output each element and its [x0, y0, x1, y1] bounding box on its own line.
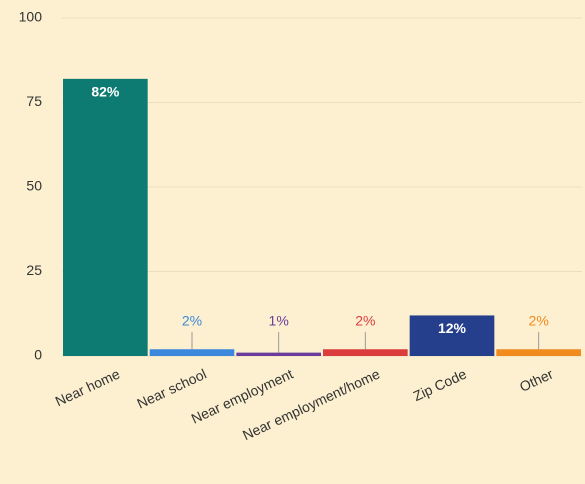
data-label: 2% — [529, 313, 549, 329]
data-label: 2% — [355, 313, 375, 329]
bar — [149, 349, 235, 356]
bar — [63, 78, 148, 356]
data-label: 82% — [91, 84, 120, 100]
bar — [236, 352, 321, 356]
data-label: 2% — [182, 313, 202, 329]
y-tick-label: 25 — [26, 262, 42, 278]
data-label: 1% — [269, 313, 289, 329]
bar — [496, 349, 581, 356]
bar — [409, 315, 495, 356]
y-tick-label: 100 — [19, 9, 43, 25]
y-tick-label: 75 — [26, 93, 42, 109]
y-tick-label: 50 — [26, 178, 42, 194]
y-tick-label: 0 — [34, 347, 42, 363]
bar — [323, 349, 408, 356]
data-label: 12% — [438, 320, 467, 336]
